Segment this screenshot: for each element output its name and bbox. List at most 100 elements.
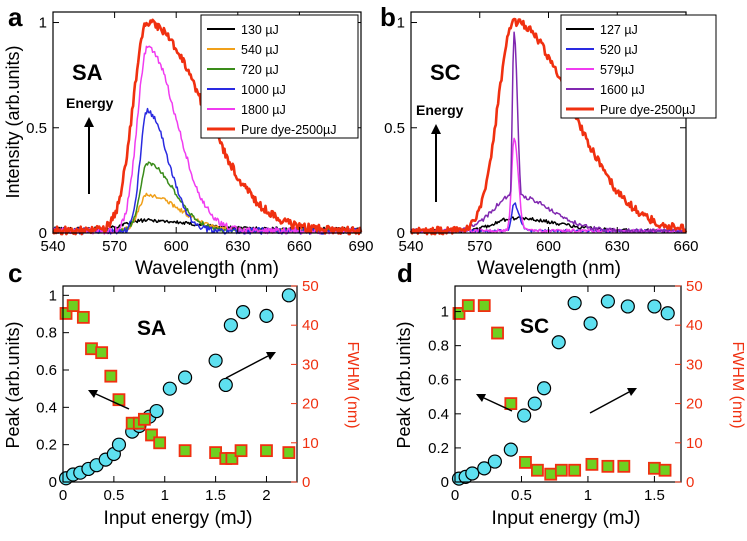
fwhm-point-d xyxy=(531,463,544,477)
peak-point-c xyxy=(223,318,238,333)
fwhm-point-c xyxy=(76,310,90,324)
y-tick-label-d: 0.8 xyxy=(428,338,449,355)
y2-tick-label-d: 10 xyxy=(686,435,703,452)
y-tick-label-b: 0 xyxy=(397,225,405,242)
y2-tick-label-d: 20 xyxy=(686,396,703,413)
y2-tick-label-d: 0 xyxy=(686,474,694,491)
peak-point-d xyxy=(620,299,635,314)
plot-area-d xyxy=(451,294,675,486)
legend-label-a-3: 1000 µJ xyxy=(241,83,286,97)
legend-a: 130 µJ 540 µJ 720 µJ 1000 µJ 1800 µJ Pure dye… xyxy=(200,14,359,139)
fwhm-point-c xyxy=(225,452,239,465)
peak-point-c xyxy=(111,437,127,452)
fwhm-point-d xyxy=(585,457,599,471)
y2-tick-label-c: 10 xyxy=(302,435,319,452)
peak-point-c xyxy=(208,353,223,368)
y-tick-label-d: 1 xyxy=(441,304,449,321)
legend-label-b-4: Pure dye-2500µJ xyxy=(600,103,695,117)
energy-label-b: Energy xyxy=(416,102,464,118)
y-tick-label-d: 0.2 xyxy=(428,440,449,457)
y2-tick-label-c: 40 xyxy=(302,317,319,334)
peak-point-c xyxy=(281,288,296,303)
fwhm-point-c xyxy=(104,369,118,383)
peak-point-d xyxy=(647,299,662,314)
y-tick-label-c: 1 xyxy=(49,287,57,304)
arrow-right-c xyxy=(225,352,276,379)
legend-label-b-0: 127 µJ xyxy=(600,23,638,37)
fwhm-point-c xyxy=(153,436,167,450)
legend-label-a-2: 720 µJ xyxy=(241,63,279,77)
axes-frame-a xyxy=(52,11,362,234)
x-tick-label-b: 660 xyxy=(673,238,698,255)
peak-point-c xyxy=(149,403,164,419)
fwhm-point-d xyxy=(504,397,518,411)
panel-letter-a: a xyxy=(8,2,23,32)
arrow-left-d xyxy=(476,394,513,412)
axis-label-x-d: Input energy (mJ) xyxy=(492,508,641,529)
fwhm-point-d xyxy=(601,459,615,473)
legend-b: 127 µJ 520 µJ 579µJ 1600 µJ Pure dye-2500µJ xyxy=(560,14,717,119)
fwhm-point-c xyxy=(137,412,151,426)
axis-label-x-c: Input energy (mJ) xyxy=(104,508,253,529)
fwhm-point-c xyxy=(95,346,109,360)
x-tick-label-d: 1.5 xyxy=(644,487,665,504)
panel-letter-b: b xyxy=(380,2,396,32)
series-line-b-4 xyxy=(409,17,688,236)
x-tick-label-a: 660 xyxy=(287,238,312,255)
fwhm-point-c xyxy=(66,299,80,313)
fwhm-point-d xyxy=(461,299,475,313)
plot-area-c xyxy=(58,288,296,486)
legend-label-b-2: 579µJ xyxy=(600,63,634,77)
fwhm-point-d xyxy=(544,467,558,481)
x-tick-label-a: 540 xyxy=(40,238,65,255)
axis-label-x-b: Wavelength (nm) xyxy=(477,258,621,279)
fwhm-point-c xyxy=(260,444,273,458)
axes-frame-d xyxy=(454,285,682,483)
arrow-right-d xyxy=(589,388,637,414)
energy-arrow-a xyxy=(84,117,94,194)
peak-point-c xyxy=(162,381,177,396)
x-tick-label-c: 1 xyxy=(161,487,169,504)
axis-label-y-c: Peak (arb.units) xyxy=(3,321,23,448)
fwhm-point-c xyxy=(59,307,73,320)
panel-b: b 540 570 600 630 660 0 0.5 1 Wavelength (nm) S… xyxy=(380,2,717,279)
legend-frame-b xyxy=(560,14,717,119)
fwhm-point-d xyxy=(658,463,672,477)
legend-label-a-4: 1800 µJ xyxy=(241,103,286,117)
peak-point-d xyxy=(503,442,518,457)
fwhm-point-c xyxy=(178,444,192,458)
y-tick-label-a: 1 xyxy=(39,15,47,32)
plot-area-b xyxy=(409,17,688,236)
y2-tick-label-c: 30 xyxy=(302,356,319,373)
energy-label-a: Energy xyxy=(66,95,114,111)
legend-label-a-5: Pure dye-2500µJ xyxy=(241,123,336,137)
fwhm-point-d xyxy=(519,455,532,469)
peak-point-d xyxy=(536,381,552,396)
axis-label-x-a: Wavelength (nm) xyxy=(135,258,279,279)
x-tick-label-b: 630 xyxy=(605,238,630,255)
x-tick-label-b: 600 xyxy=(536,238,561,255)
y-tick-label-d: 0 xyxy=(441,474,449,491)
fwhm-point-d xyxy=(568,463,582,477)
peak-point-d xyxy=(600,294,615,309)
fwhm-point-d xyxy=(452,307,466,320)
peak-point-d xyxy=(527,396,542,411)
axis-label-y2-d: FWHM (nm) xyxy=(729,341,746,428)
y-tick-label-c: 0.8 xyxy=(36,325,57,342)
y-tick-label-d: 0.4 xyxy=(428,406,449,423)
x-tick-label-c: 2 xyxy=(262,487,270,504)
legend-label-b-3: 1600 µJ xyxy=(600,83,645,97)
fwhm-point-c xyxy=(145,428,158,442)
y2-tick-label-d: 40 xyxy=(686,317,703,334)
x-tick-label-c: 0 xyxy=(59,487,67,504)
legend-label-a-1: 540 µJ xyxy=(241,43,279,57)
fwhm-point-c xyxy=(112,393,126,407)
y-tick-label-c: 0.4 xyxy=(36,399,57,416)
fwhm-point-c xyxy=(282,446,296,460)
x-tick-label-a: 630 xyxy=(225,238,250,255)
energy-arrow-b xyxy=(431,124,441,202)
axis-label-y-a: Intensity (arb.units) xyxy=(3,45,23,198)
